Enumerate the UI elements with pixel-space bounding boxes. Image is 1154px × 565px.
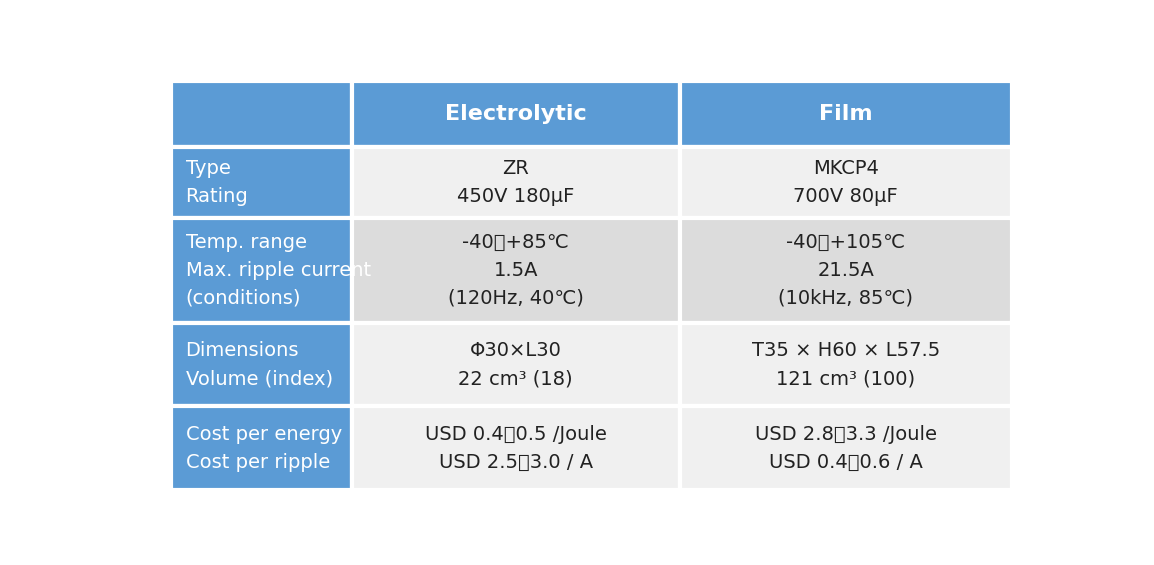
- Text: T35 × H60 × L57.5
121 cm³ (100): T35 × H60 × L57.5 121 cm³ (100): [751, 341, 939, 388]
- FancyBboxPatch shape: [680, 218, 1012, 323]
- FancyBboxPatch shape: [352, 81, 680, 147]
- Text: USD 2.8～3.3 /Joule
USD 0.4～0.6 / A: USD 2.8～3.3 /Joule USD 0.4～0.6 / A: [755, 424, 937, 472]
- FancyBboxPatch shape: [680, 81, 1012, 147]
- Text: Dimensions
Volume (index): Dimensions Volume (index): [186, 341, 332, 388]
- Text: ZR
450V 180μF: ZR 450V 180μF: [457, 159, 575, 206]
- Text: Type
Rating: Type Rating: [186, 159, 248, 206]
- Text: USD 0.4～0.5 /Joule
USD 2.5～3.0 / A: USD 0.4～0.5 /Joule USD 2.5～3.0 / A: [425, 424, 607, 472]
- FancyBboxPatch shape: [352, 406, 680, 490]
- FancyBboxPatch shape: [352, 147, 680, 218]
- FancyBboxPatch shape: [171, 81, 352, 147]
- Text: Temp. range
Max. ripple current
(conditions): Temp. range Max. ripple current (conditi…: [186, 233, 370, 308]
- Text: Φ30×L30
22 cm³ (18): Φ30×L30 22 cm³ (18): [458, 341, 574, 388]
- FancyBboxPatch shape: [680, 323, 1012, 406]
- FancyBboxPatch shape: [171, 323, 352, 406]
- Text: -40～+85℃
1.5A
(120Hz, 40℃): -40～+85℃ 1.5A (120Hz, 40℃): [448, 233, 584, 308]
- Text: -40～+105℃
21.5A
(10kHz, 85℃): -40～+105℃ 21.5A (10kHz, 85℃): [778, 233, 913, 308]
- Text: Electrolytic: Electrolytic: [445, 104, 586, 124]
- FancyBboxPatch shape: [171, 406, 352, 490]
- Text: Cost per energy
Cost per ripple: Cost per energy Cost per ripple: [186, 424, 342, 472]
- FancyBboxPatch shape: [352, 218, 680, 323]
- FancyBboxPatch shape: [680, 406, 1012, 490]
- FancyBboxPatch shape: [171, 147, 352, 218]
- FancyBboxPatch shape: [171, 218, 352, 323]
- Text: MKCP4
700V 80μF: MKCP4 700V 80μF: [793, 159, 898, 206]
- FancyBboxPatch shape: [352, 323, 680, 406]
- FancyBboxPatch shape: [680, 147, 1012, 218]
- Text: Film: Film: [819, 104, 872, 124]
